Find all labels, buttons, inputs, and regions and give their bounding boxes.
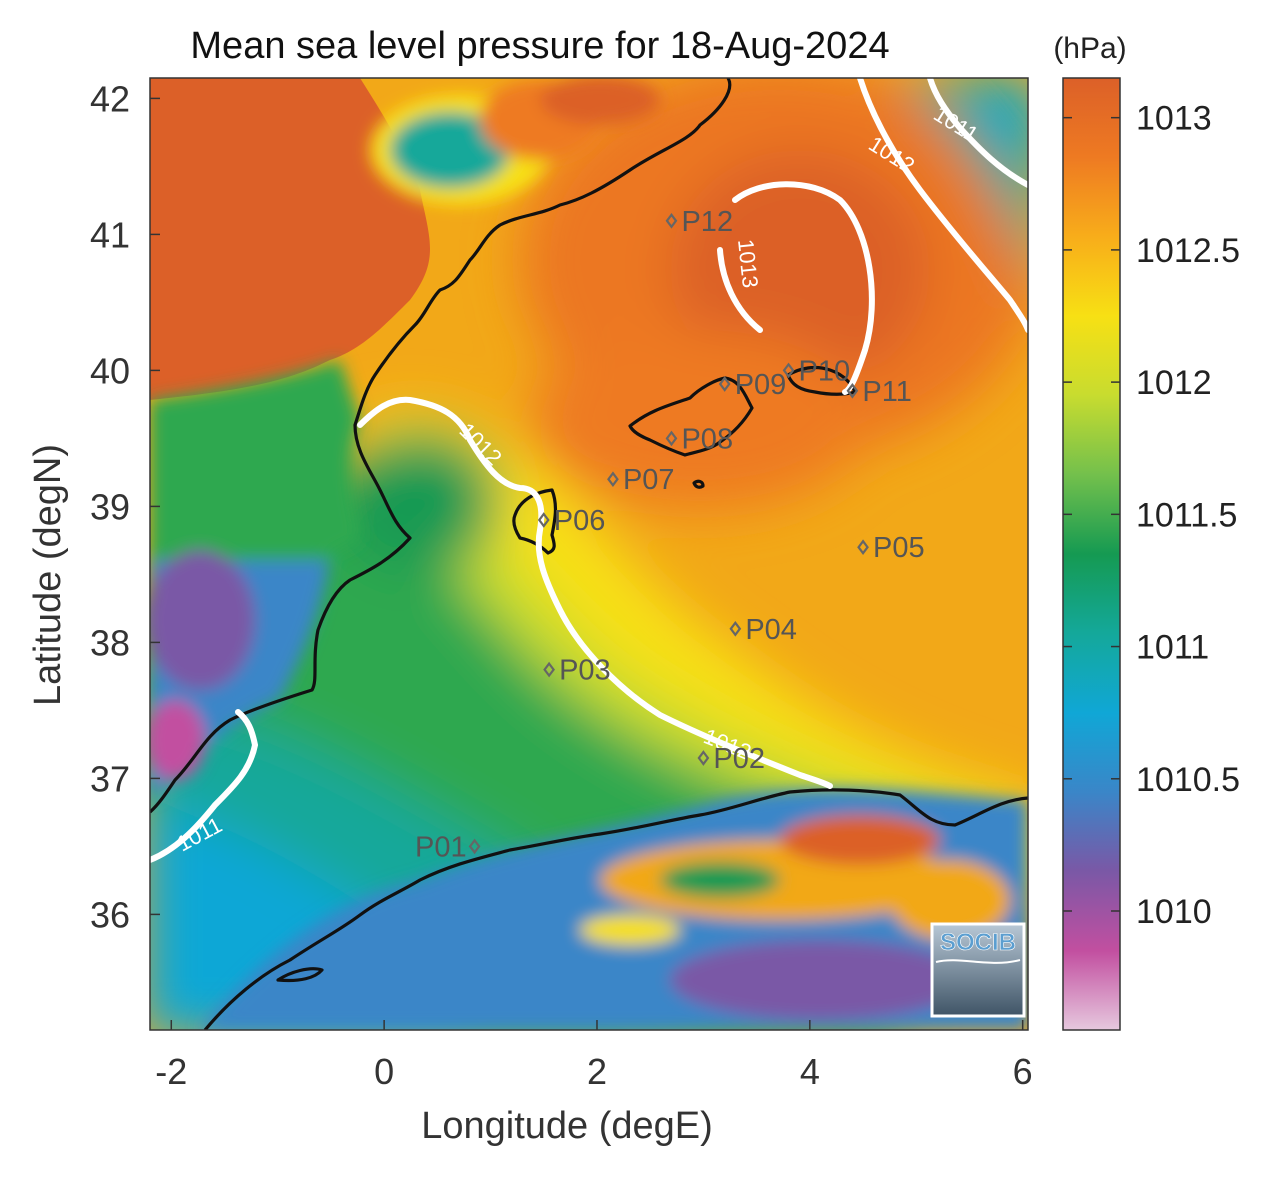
y-tick-label: 41 xyxy=(90,214,130,255)
y-tick-label: 38 xyxy=(90,622,130,663)
station-marker xyxy=(665,430,678,447)
station-point: P02 xyxy=(697,743,765,775)
station-label: P07 xyxy=(623,464,675,496)
colorbar: (hPa) 1010 1010.5 1011 1011.5 1012 1012.5 1013 xyxy=(1053,32,1240,1031)
station-marker xyxy=(697,750,710,766)
station-point: P08 xyxy=(665,423,733,455)
x-tick-label: 0 xyxy=(374,1051,394,1092)
y-tick-label: 36 xyxy=(90,894,130,935)
station-marker xyxy=(857,539,869,556)
station-point: P05 xyxy=(857,532,925,564)
station-point: P09 xyxy=(718,369,787,401)
x-tick-label: 4 xyxy=(800,1051,820,1092)
colorbar-unit: (hPa) xyxy=(1053,32,1126,65)
station-marker xyxy=(607,471,619,488)
station-label: P05 xyxy=(873,532,925,564)
station-point: P04 xyxy=(729,614,797,646)
colorbar-ticks: 1010 1010.5 1011 1011.5 1012 1012.5 1013 xyxy=(1063,100,1240,931)
y-tick-label: 39 xyxy=(90,486,130,527)
station-marker xyxy=(729,620,742,637)
colorbar-tick-label: 1012.5 xyxy=(1136,232,1240,270)
station-label: P11 xyxy=(862,376,911,408)
station-marker xyxy=(537,512,550,528)
x-axis-ticks: -2 0 2 4 6 xyxy=(155,1020,1033,1092)
y-axis-label: Latitude (degN) xyxy=(27,444,69,706)
colorbar-tick-label: 1013 xyxy=(1136,100,1212,138)
station-marker xyxy=(846,382,859,399)
map-panel: 1011 1011 1012 1012 1013 1012 P01P02P03P… xyxy=(150,78,1028,1030)
station-point: P07 xyxy=(607,464,675,496)
colorbar-tick-label: 1010 xyxy=(1136,893,1212,931)
x-axis-label: Longitude (degE) xyxy=(421,1105,713,1147)
y-tick-label: 42 xyxy=(90,78,130,119)
station-label: P04 xyxy=(745,614,797,646)
x-tick-label: -2 xyxy=(155,1051,187,1092)
station-label: P09 xyxy=(735,369,787,401)
station-label: P08 xyxy=(681,423,733,455)
station-point: P12 xyxy=(665,206,733,238)
station-label: P06 xyxy=(554,505,606,537)
colorbar-tick-label: 1012 xyxy=(1136,364,1212,402)
station-point: P11 xyxy=(846,376,912,408)
station-label: P03 xyxy=(559,655,611,687)
socib-logo: SOCIB xyxy=(930,922,1026,1018)
x-tick-label: 2 xyxy=(587,1051,607,1092)
station-point: P06 xyxy=(537,505,606,537)
map-frame xyxy=(149,77,1029,1031)
station-marker xyxy=(468,838,481,855)
map-title: Mean sea level pressure for 18-Aug-2024 xyxy=(190,25,889,67)
station-label: P02 xyxy=(713,743,765,775)
pressure-contours xyxy=(150,78,1028,863)
station-point: P01 xyxy=(415,831,481,863)
contour-label: 1013 xyxy=(733,238,763,289)
station-marker xyxy=(665,212,678,229)
station-marker xyxy=(782,362,795,379)
y-axis-ticks: 36 37 38 39 40 41 42 xyxy=(90,78,160,935)
y-tick-label: 37 xyxy=(90,758,130,799)
station-marker xyxy=(718,376,731,392)
colorbar-tick-label: 1011 xyxy=(1136,629,1209,667)
x-tick-label: 6 xyxy=(1013,1051,1033,1092)
station-label: P12 xyxy=(681,206,733,238)
station-label: P10 xyxy=(799,355,851,387)
colorbar-tick-label: 1011.5 xyxy=(1136,496,1237,534)
socib-logo-text: SOCIB xyxy=(940,929,1016,956)
colorbar-scale xyxy=(1062,77,1121,1031)
station-marker xyxy=(543,661,555,678)
station-point: P03 xyxy=(543,655,611,687)
y-tick-label: 40 xyxy=(90,350,130,391)
station-label: P01 xyxy=(415,831,467,863)
colorbar-tick-label: 1010.5 xyxy=(1136,761,1240,799)
station-point: P10 xyxy=(782,355,851,387)
